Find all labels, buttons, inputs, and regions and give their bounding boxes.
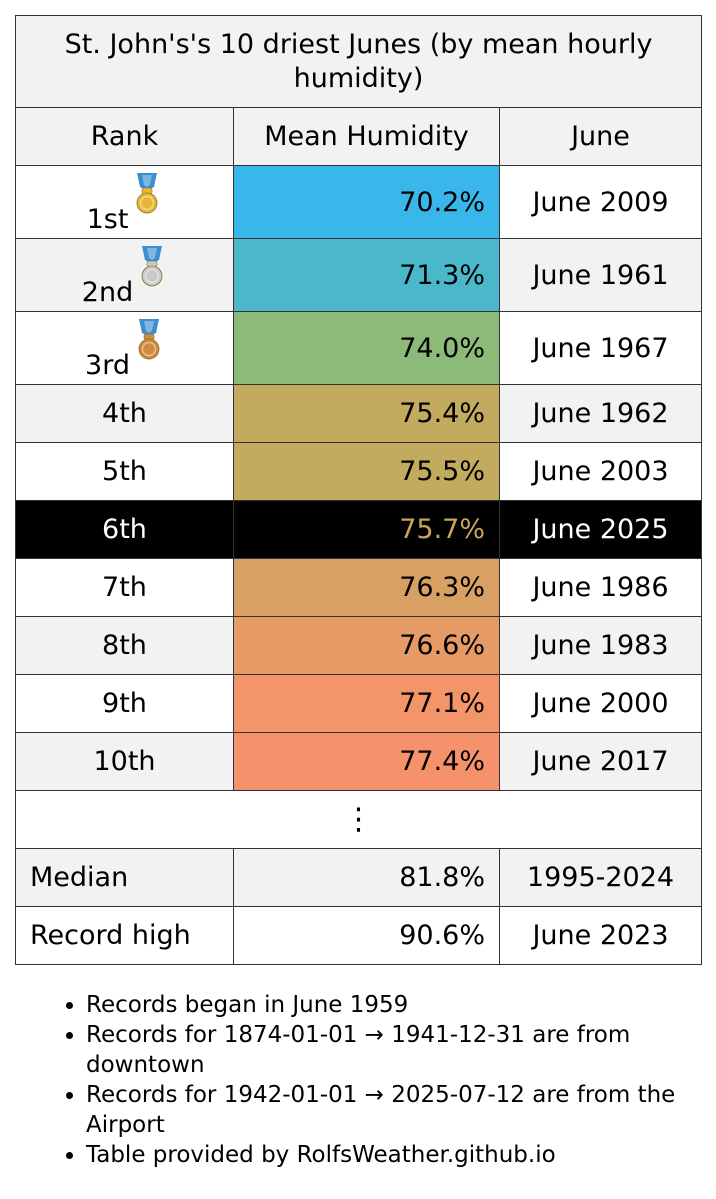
bronze-medal-icon: [134, 317, 164, 363]
rank-label: 5th: [102, 456, 147, 487]
notes-list: Records began in June 1959 Records for 1…: [48, 990, 716, 1170]
median-period: 1995-2024: [499, 848, 702, 907]
note-item: Table provided by RolfsWeather.github.io: [86, 1140, 716, 1170]
median-value: 81.8%: [233, 848, 500, 907]
rank-cell: 3rd: [15, 311, 234, 385]
table-row: 6th 75.7% June 2025: [15, 500, 702, 559]
header-rank: Rank: [15, 107, 234, 166]
june-year: June 1962: [499, 384, 702, 443]
rank-cell: 6th: [15, 500, 234, 559]
june-year: June 2009: [499, 165, 702, 239]
rank-label: 10th: [93, 746, 156, 777]
june-year: June 1986: [499, 558, 702, 617]
ranking-table: St. John's's 10 driest Junes (by mean ho…: [15, 15, 702, 965]
june-year: June 1961: [499, 238, 702, 312]
june-year: June 2003: [499, 442, 702, 501]
header-mean-humidity: Mean Humidity: [233, 107, 500, 166]
june-year: June 1983: [499, 616, 702, 675]
ranking-rows: 1st 70.2% June 2009 2nd 71.3% June 1961 3rd 74.…: [15, 165, 702, 791]
humidity-value: 75.4%: [233, 384, 500, 443]
record-high-june: June 2023: [499, 906, 702, 965]
table-row: 7th 76.3% June 1986: [15, 558, 702, 617]
june-year: June 2000: [499, 674, 702, 733]
rank-cell: 10th: [15, 732, 234, 791]
rank-cell: 2nd: [15, 238, 234, 312]
rank-cell: 8th: [15, 616, 234, 675]
record-high-value: 90.6%: [233, 906, 500, 965]
rank-cell: 5th: [15, 442, 234, 501]
rank-cell: 9th: [15, 674, 234, 733]
note-item: Records began in June 1959: [86, 990, 716, 1020]
rank-label: 7th: [102, 572, 147, 603]
humidity-value: 71.3%: [233, 238, 500, 312]
header-june: June: [499, 107, 702, 166]
rank-label: 9th: [102, 688, 147, 719]
record-high-label: Record high: [15, 906, 234, 965]
table-row: 1st 70.2% June 2009: [15, 165, 702, 239]
humidity-value: 76.6%: [233, 616, 500, 675]
note-item: Records for 1874-01-01 → 1941-12-31 are …: [86, 1020, 716, 1080]
rank-cell: 1st: [15, 165, 234, 239]
note-item: Records for 1942-01-01 → 2025-07-12 are …: [86, 1080, 716, 1140]
gold-medal-icon: [132, 171, 162, 217]
table-row: 5th 75.5% June 2003: [15, 442, 702, 501]
june-year: June 2025: [499, 500, 702, 559]
rank-label: 6th: [102, 514, 147, 545]
june-year: June 2017: [499, 732, 702, 791]
table-row: 10th 77.4% June 2017: [15, 732, 702, 791]
table-row: 8th 76.6% June 1983: [15, 616, 702, 675]
ellipsis-row: ⋮: [15, 790, 702, 849]
humidity-value: 76.3%: [233, 558, 500, 617]
humidity-value: 75.5%: [233, 442, 500, 501]
rank-label: 4th: [102, 398, 147, 429]
table-row: 3rd 74.0% June 1967: [15, 311, 702, 385]
table-row: 2nd 71.3% June 1961: [15, 238, 702, 312]
rank-label: 3rd: [85, 350, 130, 381]
rank-cell: 4th: [15, 384, 234, 443]
table-row: 9th 77.1% June 2000: [15, 674, 702, 733]
rank-cell: 7th: [15, 558, 234, 617]
rank-label: 1st: [86, 204, 129, 235]
rank-label: 2nd: [81, 277, 134, 308]
humidity-value: 70.2%: [233, 165, 500, 239]
table-title: St. John's's 10 driest Junes (by mean ho…: [15, 15, 702, 108]
rank-label: 8th: [102, 630, 147, 661]
table-row: 4th 75.4% June 1962: [15, 384, 702, 443]
humidity-value: 77.4%: [233, 732, 500, 791]
humidity-value: 74.0%: [233, 311, 500, 385]
median-label: Median: [15, 848, 234, 907]
humidity-value: 77.1%: [233, 674, 500, 733]
june-year: June 1967: [499, 311, 702, 385]
silver-medal-icon: [137, 244, 167, 290]
humidity-value: 75.7%: [233, 500, 500, 559]
